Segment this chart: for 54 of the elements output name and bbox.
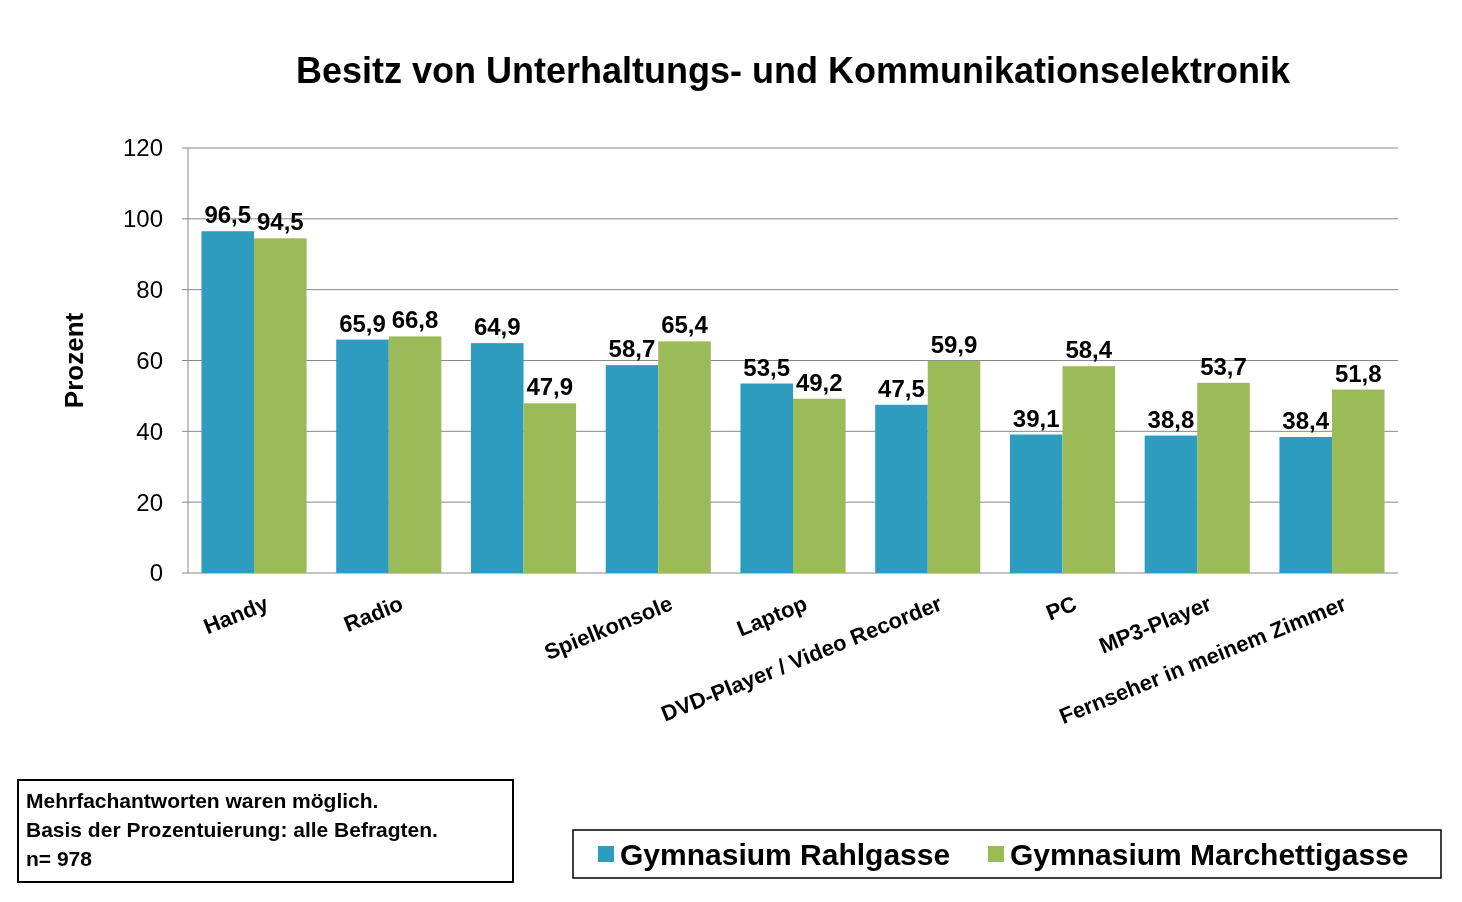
- bar: [1144, 435, 1198, 573]
- bar: [605, 365, 659, 573]
- chart-title: Besitz von Unterhaltungs- und Kommunikationselektronik: [295, 50, 1292, 91]
- bar: [793, 398, 846, 573]
- bar: [740, 383, 793, 573]
- data-label: 53,5: [743, 353, 791, 381]
- data-label: 65,4: [661, 311, 709, 339]
- bar: [1279, 437, 1332, 573]
- data-label: 47,9: [526, 373, 574, 401]
- y-tick-label: 20: [136, 488, 163, 516]
- bar: [1009, 434, 1063, 573]
- x-tick-label: Radio: [340, 590, 407, 637]
- y-tick-label: 0: [149, 559, 163, 587]
- data-label: 39,1: [1012, 404, 1060, 432]
- text: Mehrfachantworten waren möglich.: [26, 789, 379, 812]
- bar: [201, 231, 255, 573]
- data-label: 49,2: [795, 368, 843, 396]
- data-label: 38,4: [1282, 407, 1330, 434]
- data-label: 53,7: [1200, 352, 1247, 380]
- bar: [470, 343, 524, 573]
- bar: [1062, 366, 1116, 573]
- data-label: 66,8: [391, 306, 439, 334]
- text: Basis der Prozentuierung: alle Befragten.: [26, 818, 438, 841]
- bar: [336, 339, 389, 573]
- data-label: 58,7: [608, 335, 656, 363]
- legend-label: Gymnasium Marchettigasse: [1010, 837, 1409, 871]
- bar: [927, 360, 981, 573]
- x-tick-label: PC: [1042, 590, 1081, 626]
- y-tick-label: 120: [122, 134, 163, 162]
- data-label: 64,9: [473, 313, 521, 341]
- bar: [1197, 382, 1250, 573]
- data-label: 38,8: [1147, 405, 1195, 433]
- bar: [254, 238, 307, 573]
- data-label: 59,9: [930, 330, 978, 358]
- legend-label: Gymnasium Rahlgasse: [620, 837, 951, 871]
- bar: [388, 336, 442, 573]
- y-tick-label: 80: [136, 276, 163, 304]
- y-tick-label: 100: [122, 205, 163, 233]
- data-label: 58,4: [1065, 336, 1113, 364]
- y-tick-label: 60: [136, 346, 163, 374]
- data-label: 51,8: [1334, 359, 1382, 387]
- data-label: 96,5: [204, 201, 252, 229]
- y-tick-label: 40: [136, 417, 163, 445]
- bar: [523, 403, 577, 573]
- data-label: 65,9: [339, 309, 386, 337]
- data-label: 94,5: [256, 208, 304, 236]
- x-tick-label: Laptop: [733, 590, 811, 642]
- x-tick-label: Handy: [199, 590, 273, 640]
- bar: [1331, 389, 1385, 573]
- bar: [875, 404, 928, 573]
- data-label: 47,5: [878, 374, 925, 402]
- text: n= 978: [26, 847, 93, 870]
- y-axis-title: Prozent: [59, 312, 89, 409]
- bar: [658, 341, 711, 573]
